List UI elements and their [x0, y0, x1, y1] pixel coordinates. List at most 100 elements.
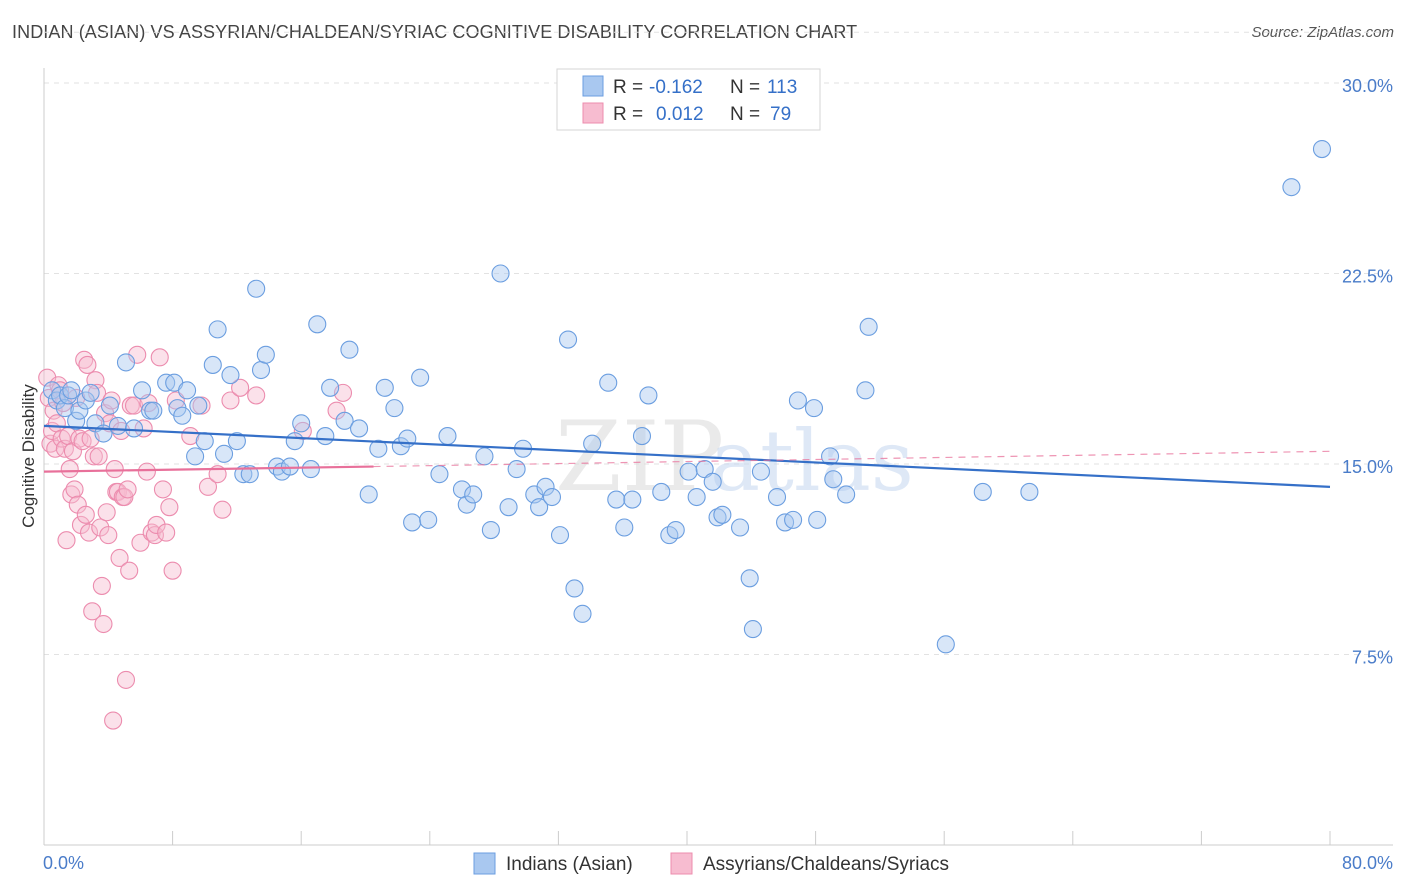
indian-point [321, 378, 340, 397]
indian-point [208, 320, 227, 339]
indian-point [268, 457, 287, 476]
indian-point [550, 526, 570, 545]
indian-point [708, 508, 727, 527]
indian-point [189, 396, 208, 415]
assyrian-point [134, 419, 153, 438]
indian-point [81, 383, 100, 402]
legend-r-value-2: 0.012 [656, 104, 704, 125]
indian-point [740, 569, 759, 588]
indian-point [256, 345, 275, 364]
x-tick-min: 0.0% [43, 853, 84, 873]
indian-point [464, 485, 483, 504]
assyrian-trend-extension [373, 450, 1331, 468]
legend-n-value-1: 113 [767, 77, 797, 98]
indian-point [565, 579, 584, 598]
legend-n-label-2: N = [730, 104, 760, 125]
assyrian-point [84, 447, 103, 466]
assyrian-point [147, 515, 166, 535]
indian-point [227, 432, 246, 451]
indian-point [186, 447, 205, 466]
indian-point [398, 429, 417, 448]
assyrian-point [104, 711, 123, 730]
legend-swatch-indian [582, 75, 604, 97]
indian-point [730, 518, 750, 537]
legend-r-label-2: R = [613, 104, 643, 125]
indian-point [359, 485, 378, 504]
indian-point [475, 447, 494, 466]
indian-point [203, 355, 222, 374]
indian-point [240, 465, 259, 484]
assyrian-point [62, 485, 81, 504]
indian-point [67, 411, 86, 430]
indian-point [375, 378, 394, 397]
indian-point [607, 490, 626, 509]
stats-legend: R = -0.162 N = 113 R = 0.012 N = 79 [556, 68, 821, 131]
y-tick-labels: 7.5% 15.0% 22.5% 30.0% [1342, 76, 1393, 668]
indian-point [173, 406, 192, 425]
indian-point [350, 419, 369, 438]
assyrian-point [137, 462, 156, 481]
assyrian-point [221, 391, 240, 410]
indian-point [713, 505, 732, 524]
assyrian-point [57, 531, 76, 550]
indian-point [385, 399, 404, 418]
indian-point [679, 462, 698, 481]
indian-point [335, 411, 354, 430]
bottom-legend-assyrian: Assyrians/Chaldeans/Syriacs [703, 854, 949, 875]
indian-point [70, 401, 89, 420]
indian-point [316, 427, 335, 446]
indian-point [859, 317, 878, 336]
indian-point [666, 520, 685, 540]
assyrian-points [38, 345, 353, 730]
indian-point [100, 396, 119, 415]
indian-point [116, 353, 136, 372]
assyrian-point [76, 505, 95, 524]
assyrian-point [157, 523, 176, 542]
y-tick-label: 22.5% [1342, 267, 1393, 287]
assyrian-point [65, 480, 84, 499]
indian-points [42, 139, 1332, 654]
assyrian-point [160, 498, 179, 517]
legend-r-label-1: R = [613, 77, 643, 98]
y-axis-label: Cognitive Disability [19, 384, 38, 528]
indian-point [481, 520, 500, 540]
bottom-swatch-assyrian [670, 852, 693, 875]
assyrian-point [118, 480, 137, 499]
assyrian-trend-line [43, 465, 374, 473]
assyrian-point [75, 350, 94, 369]
indian-point [507, 460, 526, 479]
indian-point [430, 465, 449, 484]
indian-point [788, 391, 807, 410]
indian-point [419, 510, 438, 529]
legend-r-value-1: -0.162 [649, 77, 703, 98]
indian-point [599, 373, 618, 392]
assyrian-point [124, 396, 144, 415]
assyrian-point [153, 480, 173, 499]
indian-point [542, 487, 562, 507]
indian-point [308, 315, 327, 334]
indian-point [821, 447, 840, 466]
indian-point [936, 635, 955, 654]
indian-point [743, 620, 762, 639]
assyrian-point [94, 614, 113, 634]
assyrian-point [99, 526, 118, 545]
indian-point [178, 381, 197, 400]
x-tick-max: 80.0% [1342, 853, 1393, 873]
indian-point [144, 401, 163, 420]
indian-point [124, 419, 144, 438]
indian-point [767, 487, 787, 507]
assyrian-point [198, 477, 218, 496]
assyrian-point [83, 602, 102, 621]
bottom-legend-indian: Indians (Asian) [506, 854, 633, 875]
indian-point [292, 414, 311, 433]
indian-point [530, 498, 549, 517]
assyrian-point [213, 500, 232, 519]
indian-point [751, 462, 770, 481]
assyrian-point [116, 670, 136, 689]
legend-n-label-1: N = [730, 77, 760, 98]
indian-point [583, 434, 602, 453]
assyrian-point [92, 576, 111, 595]
indian-point [62, 381, 81, 400]
indian-point [703, 472, 722, 491]
trend-lines [43, 424, 1331, 488]
